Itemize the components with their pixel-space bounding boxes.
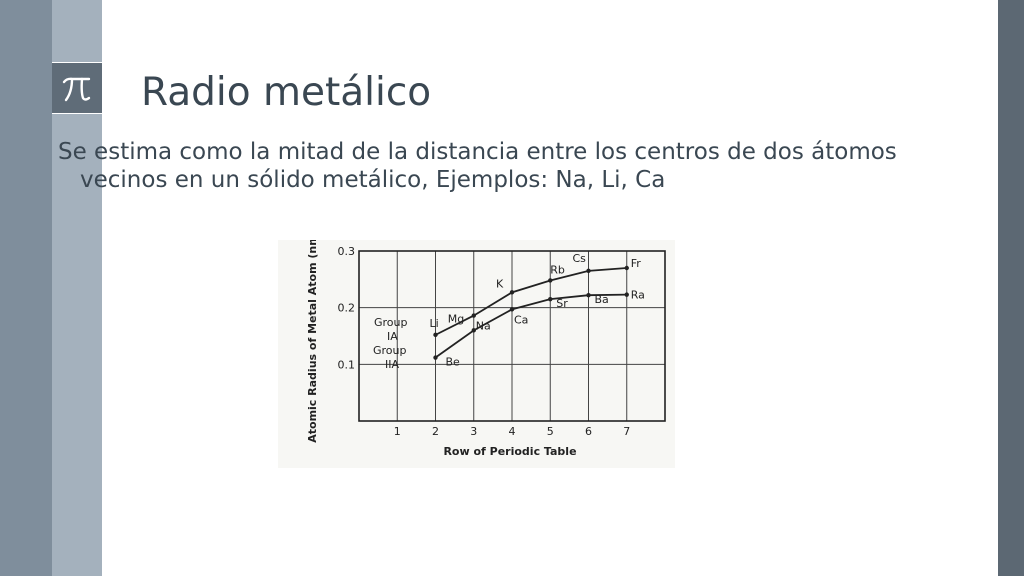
x-tick-label: 5 — [547, 425, 554, 438]
data-point — [509, 307, 515, 312]
x-axis-label: Row of Periodic Table — [443, 445, 576, 458]
series-line-group-ia — [435, 267, 627, 336]
data-point — [471, 328, 476, 333]
slide-body-text: Se estima como la mitad de la distancia … — [58, 139, 897, 193]
point-label: Cs — [573, 252, 587, 265]
point-label: Ra — [631, 289, 645, 302]
y-axis-label: Atomic Radius of Metal Atom (nm) — [306, 240, 319, 443]
y-tick-label: 0.3 — [338, 245, 356, 258]
series-line-group-iia — [434, 293, 627, 359]
x-tick-label: 7 — [623, 425, 630, 438]
x-tick-label: 4 — [509, 425, 516, 438]
data-point — [509, 290, 515, 295]
point-label: Mg — [448, 312, 464, 325]
group-iia-label-line1: Group — [373, 344, 407, 357]
x-tick-label: 1 — [394, 425, 401, 438]
x-tick-label: 3 — [470, 425, 477, 438]
point-label: Be — [446, 356, 461, 369]
point-label: K — [496, 277, 504, 290]
data-point — [548, 296, 553, 302]
data-point — [471, 313, 476, 318]
data-point — [586, 268, 591, 274]
y-tick-label: 0.2 — [338, 302, 356, 315]
y-tick-label: 0.1 — [338, 358, 356, 371]
group-ia-label-line1: Group — [374, 316, 408, 329]
point-label: Rb — [550, 263, 565, 276]
logo-box — [52, 62, 102, 114]
point-label: Li — [430, 317, 439, 330]
data-point — [586, 293, 591, 298]
left-decor-band-outer — [0, 0, 52, 576]
slide-title: Radio metálico — [141, 70, 432, 115]
point-label: Fr — [631, 257, 642, 270]
atomic-radius-chart: 1 2 3 4 5 6 7 0.1 0.2 0.3 Atomic Radius of Metal … — [278, 240, 675, 468]
plot-frame — [358, 250, 666, 422]
data-point — [624, 265, 629, 271]
chart-svg: 1 2 3 4 5 6 7 0.1 0.2 0.3 Atomic Radius of Metal … — [306, 240, 666, 458]
data-point — [433, 332, 438, 338]
right-decor-band — [998, 0, 1024, 576]
data-point — [548, 278, 553, 283]
pi-icon — [62, 77, 91, 102]
point-label: Sr — [556, 297, 568, 310]
x-tick-label: 2 — [432, 425, 439, 438]
group-iia-label-line2: IIA — [385, 358, 399, 371]
point-label: Ca — [514, 313, 528, 326]
group-ia-label-line2: IA — [387, 330, 398, 343]
point-label: Ba — [595, 293, 609, 306]
data-point — [433, 355, 438, 360]
data-point — [624, 292, 629, 297]
x-tick-label: 6 — [585, 425, 592, 438]
